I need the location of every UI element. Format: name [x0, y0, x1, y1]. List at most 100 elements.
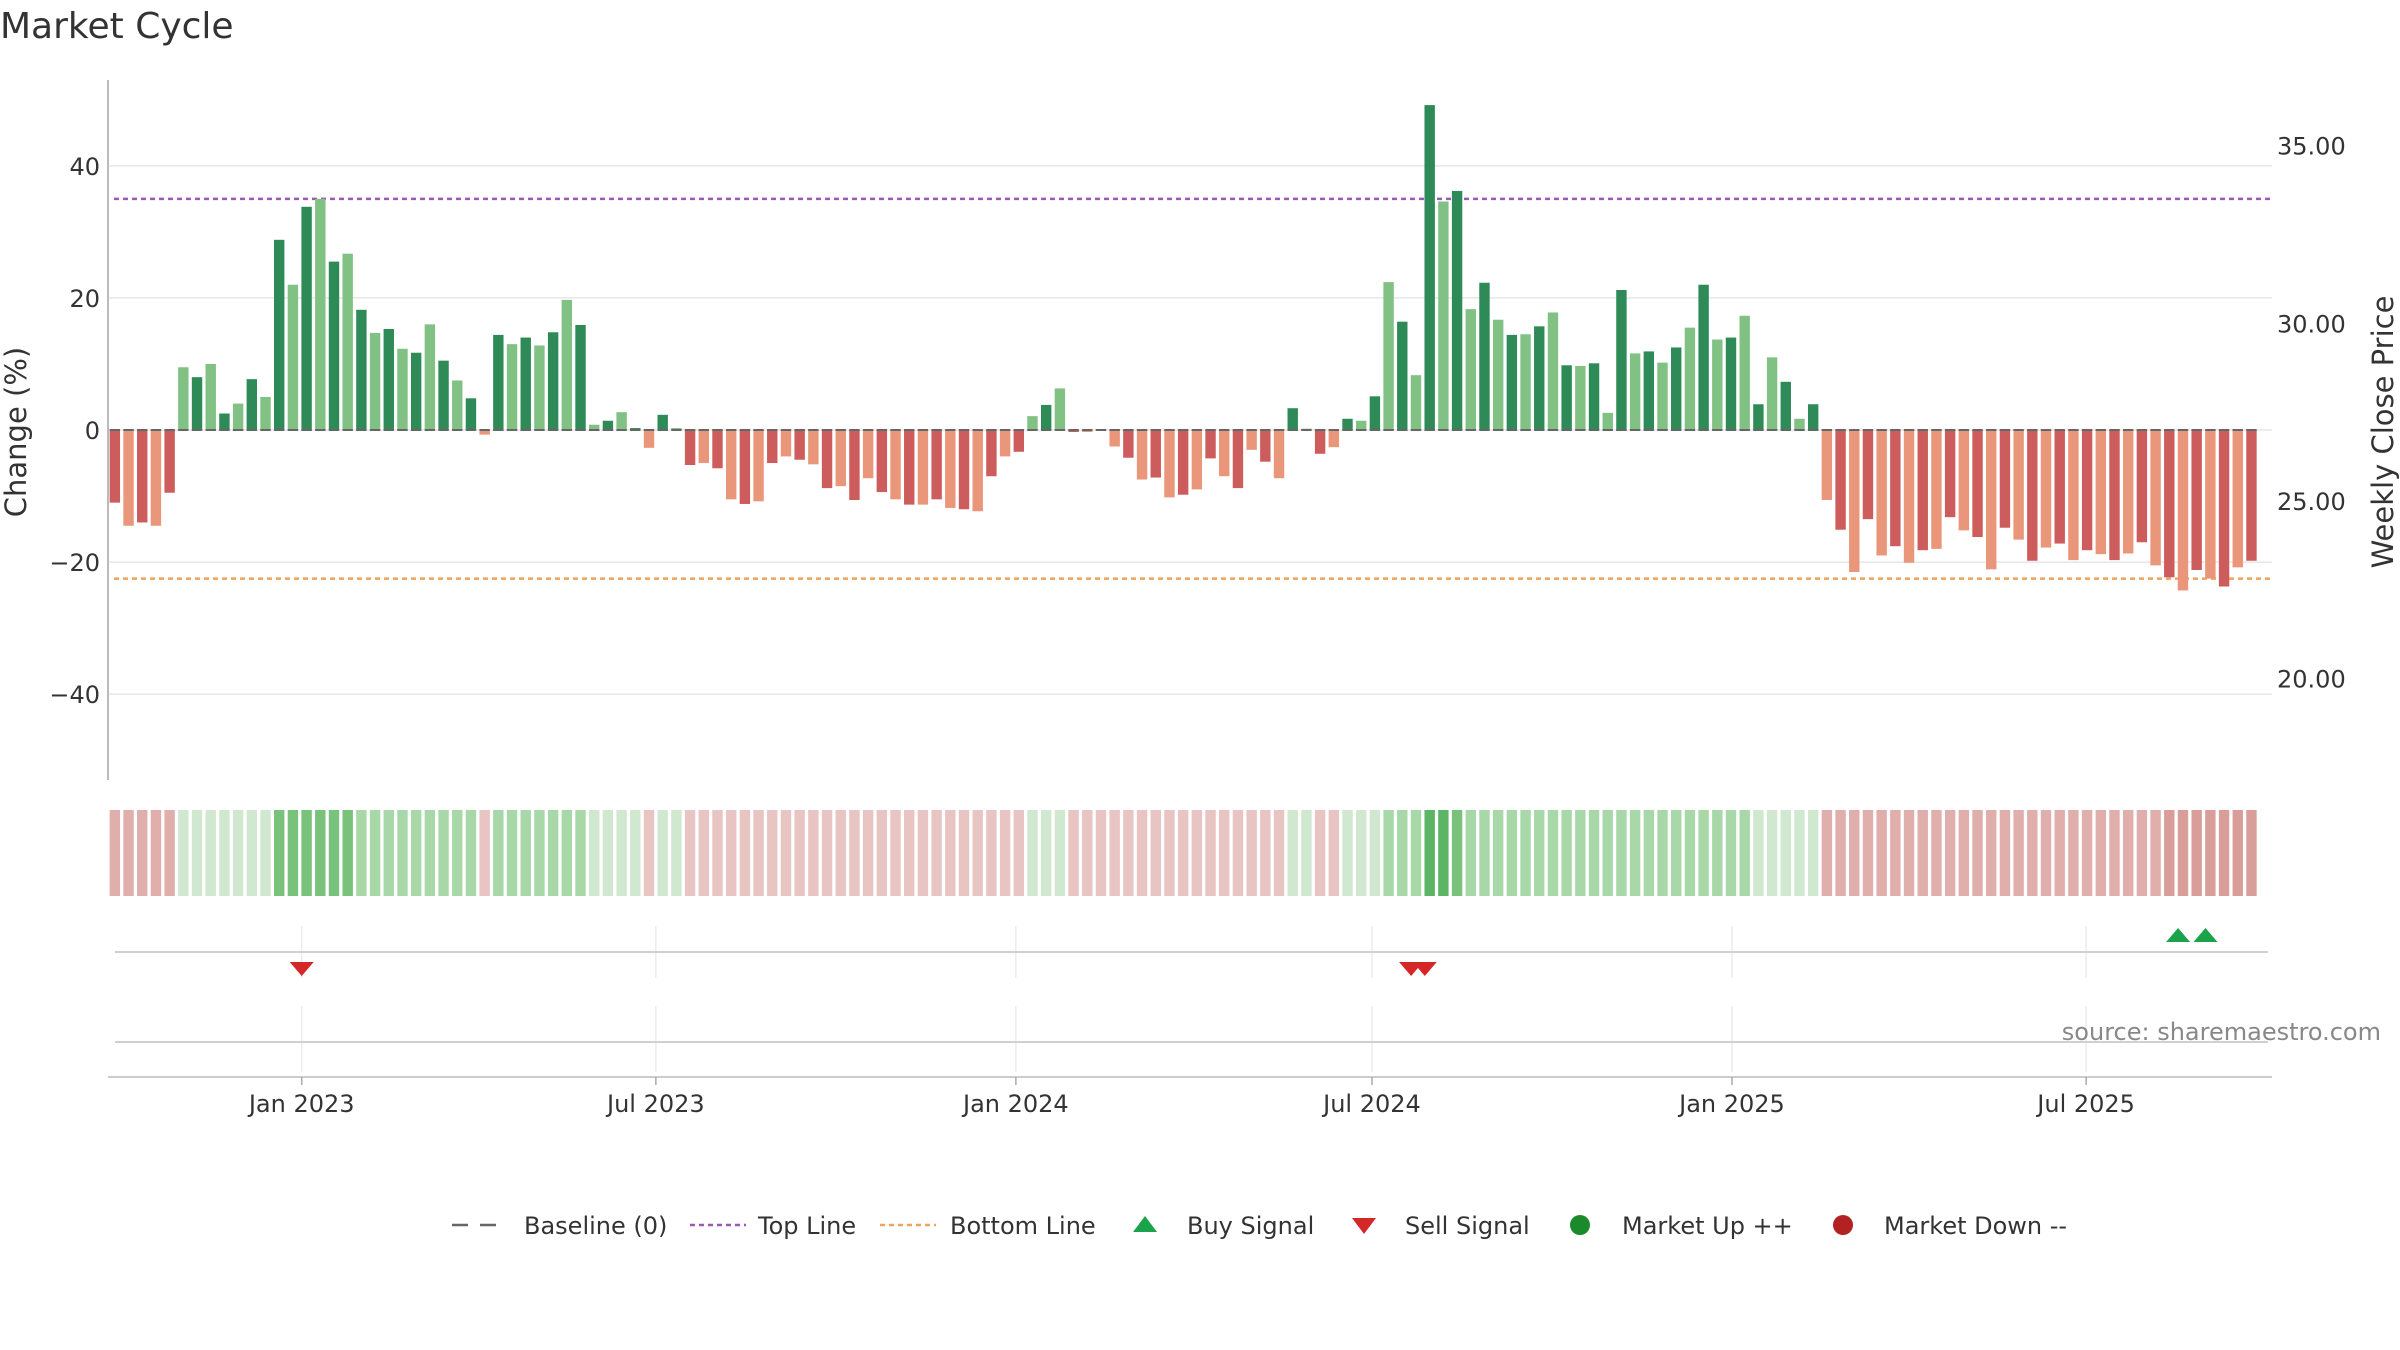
- change-bar: [1054, 388, 1066, 430]
- strength-cell: [1150, 810, 1161, 896]
- strength-cell: [1506, 810, 1518, 896]
- change-bar: [109, 430, 121, 503]
- strength-cell: [1684, 810, 1696, 896]
- change-bar: [219, 413, 230, 430]
- strength-cell: [602, 810, 614, 896]
- change-bar: [1972, 430, 1983, 537]
- change-bar: [876, 430, 888, 493]
- strength-cell: [671, 810, 682, 896]
- strength-cell: [1999, 810, 2011, 896]
- change-bar: [1849, 430, 1860, 572]
- change-bar: [123, 430, 134, 526]
- strength-cell: [1712, 810, 1723, 896]
- change-bar: [643, 430, 655, 448]
- strength-cell: [520, 810, 531, 896]
- change-bar: [2040, 430, 2052, 548]
- strength-cell: [246, 810, 258, 896]
- strength-cell: [1616, 810, 1627, 896]
- change-bar: [1027, 416, 1038, 430]
- legend-item-sell: Sell Signal: [1352, 1212, 1530, 1240]
- strength-cell: [2013, 810, 2024, 896]
- strength-cell: [383, 810, 394, 896]
- change-bar: [137, 430, 148, 523]
- strength-cell: [2232, 810, 2243, 896]
- change-bar: [328, 261, 340, 430]
- strength-cell: [1424, 810, 1435, 896]
- change-bar: [1684, 327, 1696, 430]
- change-bar: [1109, 430, 1120, 447]
- change-bar: [1219, 430, 1230, 477]
- change-bar: [1876, 430, 1887, 556]
- change-bar: [712, 430, 723, 469]
- strength-cell: [1890, 810, 1901, 896]
- reference-lines: [114, 197, 2272, 580]
- legend-label: Top Line: [757, 1212, 856, 1240]
- strength-cell: [616, 810, 627, 896]
- strength-cell: [904, 810, 915, 896]
- change-bar: [657, 414, 668, 430]
- change-bar: [753, 430, 764, 502]
- change-bar: [835, 430, 846, 487]
- x-tick-label: Jan 2024: [961, 1090, 1069, 1118]
- change-bar: [1588, 363, 1600, 430]
- strength-cell: [1232, 810, 1244, 896]
- strength-cell: [328, 810, 340, 896]
- legend-sell-symbol: [1352, 1218, 1376, 1234]
- legend-item-up: Market Up ++: [1570, 1212, 1793, 1240]
- change-bar: [2164, 430, 2175, 578]
- y-tick-label: 20: [69, 285, 100, 313]
- strength-cell: [1246, 810, 1257, 896]
- strength-cell: [1835, 810, 1846, 896]
- strength-cell: [1588, 810, 1600, 896]
- strength-cell: [287, 810, 299, 896]
- change-bar: [616, 412, 627, 430]
- strength-cell: [2040, 810, 2052, 896]
- legend-label: Buy Signal: [1187, 1212, 1314, 1240]
- legend-label: Bottom Line: [950, 1212, 1096, 1240]
- x-tick-label: Jul 2025: [2035, 1090, 2135, 1118]
- strength-cell: [1027, 810, 1038, 896]
- change-bar: [999, 430, 1011, 457]
- strength-cell: [561, 810, 573, 896]
- strength-cell: [1191, 810, 1203, 896]
- change-bar: [1807, 404, 1819, 430]
- change-bar: [2109, 430, 2120, 561]
- x-axis: Jan 2023 Jul 2023 Jan 2024 Jul 2024 Jan 2025…: [108, 1076, 2272, 1118]
- strength-cell: [178, 810, 189, 896]
- change-bar: [397, 348, 408, 430]
- strength-cell: [123, 810, 134, 896]
- strength-cell: [1794, 810, 1805, 896]
- strength-cell: [2027, 810, 2038, 896]
- change-bar: [2218, 430, 2230, 587]
- strength-cell: [1657, 810, 1668, 896]
- strength-cell: [1068, 810, 1079, 896]
- strength-cell: [1410, 810, 1422, 896]
- change-bar: [1671, 347, 1682, 430]
- change-bar: [1355, 420, 1367, 430]
- y-axis-title: Change (%): [0, 347, 33, 517]
- change-bar: [2122, 430, 2134, 554]
- strength-cell: [1807, 810, 1819, 896]
- change-bar: [1205, 430, 1216, 459]
- strength-cell: [945, 810, 956, 896]
- strength-cell: [876, 810, 888, 896]
- y-tick-label: 40: [69, 153, 100, 181]
- strength-cell: [739, 810, 751, 896]
- strength-cell: [1862, 810, 1874, 896]
- strength-cell: [137, 810, 148, 896]
- change-bar: [1821, 430, 1833, 500]
- strength-cell: [369, 810, 381, 896]
- change-bar: [1931, 430, 1942, 549]
- buy-signal-marker: [2166, 928, 2191, 942]
- change-bar: [1561, 365, 1572, 430]
- legend-label: Baseline (0): [524, 1212, 667, 1240]
- strength-cell: [2095, 810, 2107, 896]
- strength-cell: [1972, 810, 1983, 896]
- legend-buy-symbol: [1133, 1216, 1157, 1232]
- strength-cell: [1328, 810, 1340, 896]
- strength-cell: [1821, 810, 1833, 896]
- change-bar: [2054, 430, 2065, 544]
- change-bar: [493, 334, 504, 430]
- strength-cell: [643, 810, 655, 896]
- chart-title: Market Cycle: [0, 6, 234, 47]
